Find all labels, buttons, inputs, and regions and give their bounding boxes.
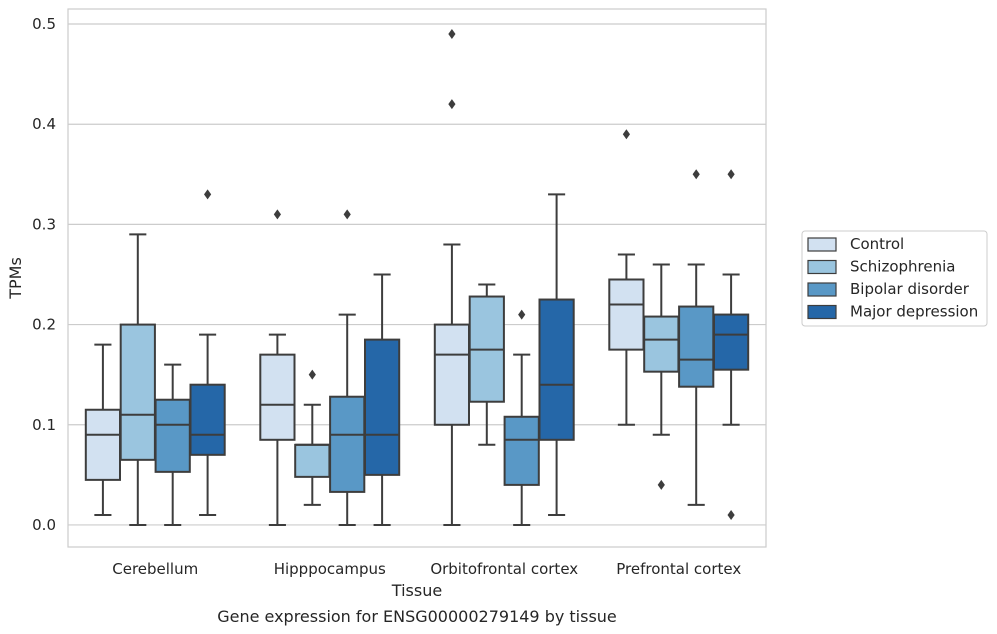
outlier-point [204,189,212,200]
box-bipolar-disorder [503,309,540,526]
y-axis-ticks: 0.0 0.1 0.2 0.3 0.4 0.5 [32,15,56,534]
box-body [363,338,401,476]
box-major-depression [538,193,575,516]
y-tick-label: 0.0 [32,516,56,534]
y-tick-label: 0.4 [32,115,56,133]
outlier-point [692,169,700,180]
box-body [678,305,715,388]
box-control [433,29,471,526]
outlier-point [518,309,526,320]
box-schizophrenia [643,263,680,490]
box-schizophrenia [119,233,156,526]
x-tick-label: Prefrontal cortex [616,560,741,578]
box-body [433,323,471,426]
y-tick-label: 0.2 [32,316,56,334]
box-body [608,278,645,351]
box-control [608,129,645,426]
box-body [119,323,156,461]
legend-swatch [807,259,837,275]
x-tick-label: Cerebellum [112,560,198,578]
box-body [259,353,296,441]
outlier-point [273,209,281,220]
box-bipolar-disorder [329,209,366,526]
legend-label: Bipolar disorder [850,280,970,298]
legend-label: Control [850,235,904,253]
outlier-point [727,169,735,180]
legend-frame [801,230,988,327]
box-body [503,415,540,486]
x-axis-ticks: Cerebellum Hipppocampus Orbitofrontal cort… [112,560,741,578]
outlier-point [448,99,456,110]
box-major-depression [189,189,226,516]
figure-caption: Gene expression for ENSG00000279149 by t… [217,607,617,626]
outlier-point [448,29,456,40]
x-axis-label: Tissue [391,581,442,600]
box-body [538,298,575,441]
box-schizophrenia [294,369,331,506]
legend-swatch [807,282,837,297]
box-control [259,209,296,526]
outlier-point [657,479,665,490]
box-body [154,398,191,473]
box-body [712,313,750,371]
y-tick-label: 0.1 [32,416,56,434]
legend: Control Schizophrenia Bipolar disorder Majo… [801,230,988,327]
box-body [294,443,331,478]
legend-label: Major depression [850,303,978,321]
box-body [329,395,366,493]
legend-label: Schizophrenia [850,258,955,276]
box-schizophrenia [468,283,505,446]
box-body [84,408,122,481]
box-body [643,315,680,373]
box-body [189,383,226,456]
box-major-depression [363,273,401,526]
x-tick-label: Orbitofrontal cortex [430,560,578,578]
outlier-point [343,209,351,220]
box-bipolar-disorder [678,169,715,506]
y-axis-label: TPMs [6,257,25,300]
legend-swatch [807,237,837,252]
x-tick-label: Hipppocampus [274,560,386,578]
legend-swatch [807,304,837,320]
outlier-point [308,369,316,380]
boxes [84,29,750,526]
outlier-point [727,509,735,520]
outlier-point [622,129,630,140]
box-bipolar-disorder [154,363,191,526]
y-tick-label: 0.5 [32,15,56,33]
box-major-depression [712,169,750,520]
box-control [84,343,122,516]
plot-frame [67,8,767,548]
y-tick-label: 0.3 [32,215,56,233]
